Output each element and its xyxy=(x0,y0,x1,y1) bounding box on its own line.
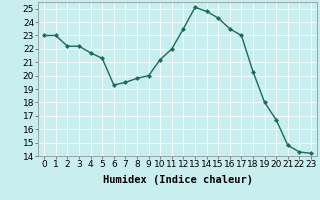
X-axis label: Humidex (Indice chaleur): Humidex (Indice chaleur) xyxy=(103,175,252,185)
